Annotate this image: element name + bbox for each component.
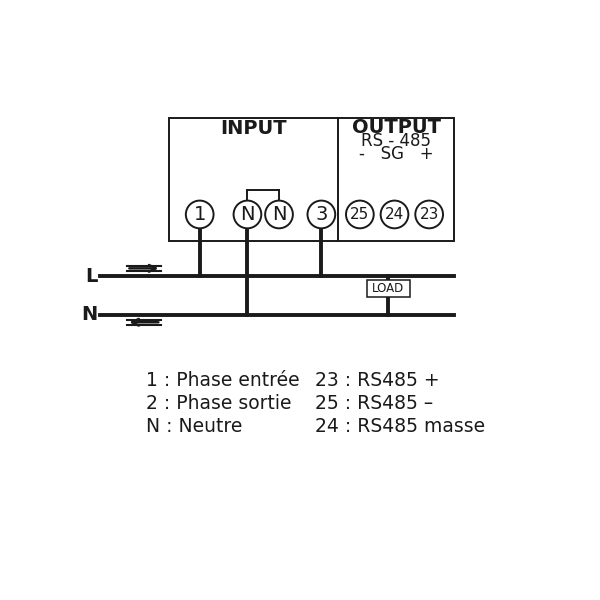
Circle shape bbox=[308, 200, 335, 229]
Bar bbox=[169, 118, 454, 241]
Text: 24 : RS485 masse: 24 : RS485 masse bbox=[315, 416, 485, 436]
Text: RS - 485: RS - 485 bbox=[361, 132, 431, 150]
Circle shape bbox=[346, 200, 374, 229]
Text: N : Neutre: N : Neutre bbox=[146, 416, 242, 436]
Text: 1: 1 bbox=[194, 205, 206, 224]
Text: N: N bbox=[240, 205, 254, 224]
Text: INPUT: INPUT bbox=[220, 119, 287, 139]
Circle shape bbox=[233, 200, 262, 229]
Text: 23 : RS485 +: 23 : RS485 + bbox=[315, 370, 440, 389]
Text: 1 : Phase entrée: 1 : Phase entrée bbox=[146, 370, 299, 389]
Text: 3: 3 bbox=[315, 205, 328, 224]
Circle shape bbox=[186, 200, 214, 229]
Text: 25: 25 bbox=[350, 207, 370, 222]
Text: -   SG   +: - SG + bbox=[359, 145, 433, 163]
Circle shape bbox=[415, 200, 443, 229]
Circle shape bbox=[265, 200, 293, 229]
Bar bbox=[367, 280, 410, 297]
Text: L: L bbox=[85, 266, 97, 286]
Text: LOAD: LOAD bbox=[372, 282, 404, 295]
Text: N: N bbox=[272, 205, 286, 224]
Text: 23: 23 bbox=[419, 207, 439, 222]
Text: 25 : RS485 –: 25 : RS485 – bbox=[315, 394, 433, 413]
Text: N: N bbox=[81, 305, 97, 324]
Text: 2 : Phase sortie: 2 : Phase sortie bbox=[146, 394, 292, 413]
Text: OUTPUT: OUTPUT bbox=[352, 118, 440, 137]
Text: 24: 24 bbox=[385, 207, 404, 222]
Circle shape bbox=[380, 200, 409, 229]
